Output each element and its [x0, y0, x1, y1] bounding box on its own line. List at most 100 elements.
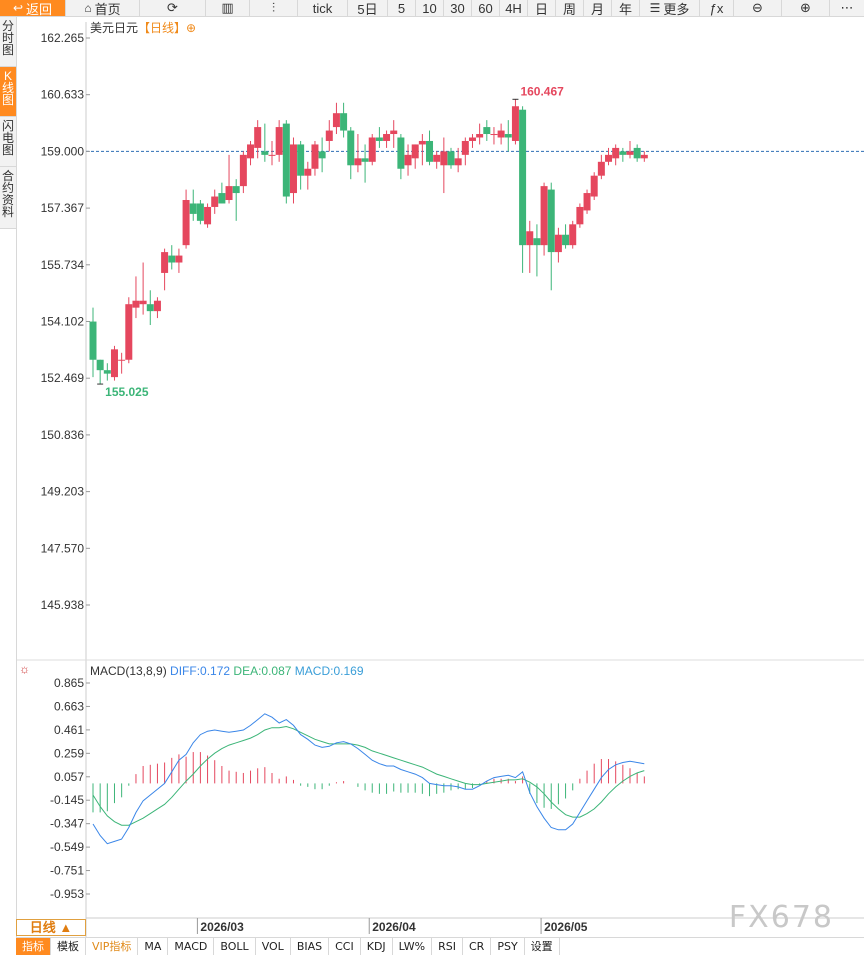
low-annotation: 155.025 — [105, 385, 149, 399]
indicator-tab-vol[interactable]: VOL — [256, 938, 291, 955]
more-button[interactable]: ☰ 更多 — [640, 0, 700, 16]
indicator-button[interactable]: ⫶ — [250, 0, 298, 16]
candle-body — [261, 151, 269, 155]
60min-button[interactable]: 60 — [472, 0, 500, 16]
indicator-tab-ma[interactable]: MA — [138, 938, 169, 955]
candle-body — [519, 109, 527, 246]
indicator-tab-vip指标[interactable]: VIP指标 — [86, 938, 139, 955]
macd-tick-label: -0.953 — [50, 887, 84, 901]
candle-body — [132, 300, 140, 308]
candle-series: 160.467 155.025 — [89, 84, 648, 399]
candle-body — [433, 154, 441, 162]
candle-body — [225, 186, 233, 201]
date-label: 2026/03 — [200, 920, 244, 934]
candle-body — [640, 154, 648, 159]
candle-body — [454, 158, 462, 166]
indicator-tab-kdj[interactable]: KDJ — [361, 938, 393, 955]
macd-tick-label: 0.461 — [54, 723, 84, 737]
candle-body — [576, 206, 584, 225]
candle-body — [569, 224, 577, 246]
candle-body — [232, 186, 240, 194]
more-icon: ⋯ — [840, 0, 854, 15]
indicator-tab-指标[interactable]: 指标 — [16, 938, 51, 955]
indicator-tab-bias[interactable]: BIAS — [291, 938, 330, 955]
macd-tick-label: -0.347 — [50, 817, 84, 831]
candle-body — [533, 238, 541, 246]
candle-body — [304, 168, 312, 176]
indicator-tab-boll[interactable]: BOLL — [214, 938, 256, 955]
candle-body — [490, 134, 498, 136]
candle-body — [375, 137, 383, 141]
watermark: FX678 — [728, 900, 834, 935]
candle-body — [254, 127, 262, 148]
price-tick-label: 145.938 — [41, 598, 85, 612]
back-button[interactable]: ↩ 返回 — [0, 0, 66, 16]
price-tick-label: 159.000 — [41, 144, 85, 158]
5min-button[interactable]: 5 — [388, 0, 416, 16]
month-button[interactable]: 月 — [584, 0, 612, 16]
macd-title: MACD(13,8,9) — [90, 664, 167, 678]
macd-tick-label: 0.057 — [54, 770, 84, 784]
candle-body — [397, 137, 405, 169]
day-button[interactable]: 日 — [528, 0, 556, 16]
price-tick-label: 147.570 — [41, 541, 85, 555]
indicator-tab-模板[interactable]: 模板 — [51, 938, 86, 955]
macd-header: MACD(13,8,9) DIFF:0.172 DEA:0.087 MACD:0… — [90, 664, 364, 678]
candle-body — [289, 144, 297, 194]
indicator-tab-rsi[interactable]: RSI — [432, 938, 463, 955]
price-tick-label: 152.469 — [41, 371, 85, 385]
tab-fenshi[interactable]: 分时图 — [0, 17, 16, 67]
zoom-in-button[interactable]: ⊕ — [782, 0, 830, 16]
settings-icon[interactable]: ☼ — [19, 662, 30, 676]
period-label: 【日线】 — [138, 21, 187, 35]
indicator-tab-macd[interactable]: MACD — [168, 938, 215, 955]
30min-button[interactable]: 30 — [444, 0, 472, 16]
candle-body — [161, 252, 169, 273]
refresh-button[interactable]: ⟳ — [140, 0, 206, 16]
candle-body — [461, 140, 469, 155]
price-tick-label: 150.836 — [41, 428, 85, 442]
tab-flash[interactable]: 闪电图 — [0, 117, 16, 167]
period-selector[interactable]: 日线 ▲ — [16, 919, 86, 936]
candle-body — [325, 130, 333, 141]
week-button[interactable]: 周 — [556, 0, 584, 16]
candle-body — [497, 130, 505, 138]
home-icon: ⌂ — [84, 1, 92, 15]
4h-button[interactable]: 4H — [500, 0, 528, 16]
tab-contract[interactable]: 合约资料 — [0, 167, 16, 229]
candle-body — [511, 106, 519, 141]
macd-tick-label: -0.145 — [50, 793, 84, 807]
zoom-out-button[interactable]: ⊖ — [734, 0, 782, 16]
home-button[interactable]: ⌂ 首页 — [66, 0, 140, 16]
10min-button[interactable]: 10 — [416, 0, 444, 16]
candle-body — [239, 154, 247, 187]
indicator-tab-cci[interactable]: CCI — [329, 938, 361, 955]
tab-kline[interactable]: K线图 — [0, 67, 16, 117]
indicator-tab-psy[interactable]: PSY — [491, 938, 525, 955]
candle-body — [218, 193, 226, 204]
5day-button[interactable]: 5日 — [348, 0, 388, 16]
candle-body — [547, 189, 555, 253]
indicator-tab-cr[interactable]: CR — [463, 938, 492, 955]
candle-body — [340, 113, 348, 131]
indicator-tab-设置[interactable]: 设置 — [525, 938, 560, 955]
more-options-button[interactable]: ⋯ — [830, 0, 864, 16]
chart-type-button[interactable]: ▥ — [206, 0, 250, 16]
add-icon[interactable]: ⊕ — [186, 21, 197, 35]
dea-line — [92, 725, 645, 826]
indicator-tab-lw%[interactable]: LW% — [393, 938, 433, 955]
year-button[interactable]: 年 — [612, 0, 640, 16]
candle-body — [204, 206, 212, 225]
tick-button[interactable]: tick — [298, 0, 348, 16]
candle-body — [125, 304, 133, 360]
candle-body — [139, 300, 147, 305]
candle-body — [597, 161, 605, 176]
candle-body — [110, 349, 118, 378]
candle-body — [562, 234, 570, 246]
candle-body — [404, 154, 412, 166]
formula-button[interactable]: ƒx — [700, 0, 734, 16]
candle-body — [311, 144, 319, 169]
candle-body — [211, 196, 219, 207]
side-panel: 分时图 K线图 闪电图 合约资料 — [0, 17, 16, 229]
